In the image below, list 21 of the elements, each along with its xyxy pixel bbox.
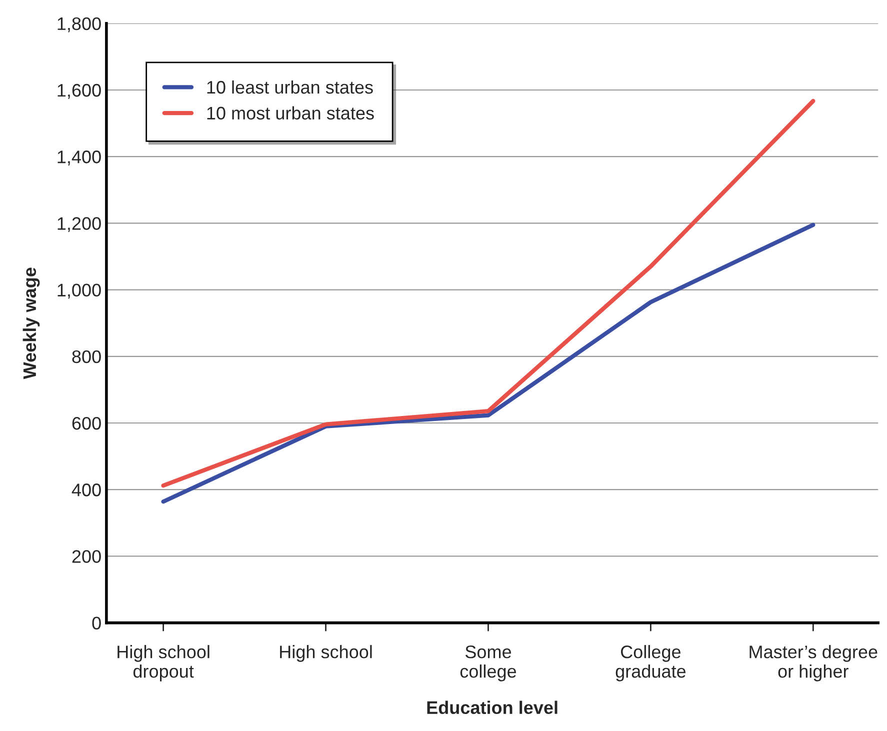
y-tick-label: 1,600: [58, 84, 101, 99]
y-tick-label: 800: [72, 350, 101, 364]
y-tick-label: 400: [72, 484, 101, 496]
x-tick-label: Some college: [460, 646, 516, 682]
x-axis-title: Education level: [427, 700, 558, 714]
y-tick-label: 1,800: [58, 17, 101, 32]
y-tick-label: 1,400: [58, 150, 101, 166]
y-tick-label: 1,200: [58, 217, 101, 232]
x-tick-label: College graduate: [616, 645, 686, 682]
y-tick-label: 200: [72, 550, 101, 563]
line-series: [161, 222, 816, 504]
x-tick-label: High school dropout: [118, 645, 210, 682]
legend-label: 10 most urban states: [207, 106, 374, 120]
line-series: [161, 98, 816, 488]
x-tick-label: High school: [280, 645, 372, 662]
y-tick-label: 1,000: [58, 284, 101, 299]
x-tick-label: Master’s degree or higher: [750, 645, 878, 682]
y-tick-label: 0: [92, 616, 101, 630]
legend-label: 10 least urban states: [207, 80, 373, 94]
y-tick-label: 600: [72, 416, 101, 430]
y-axis-title: Weekly wage: [22, 268, 40, 380]
